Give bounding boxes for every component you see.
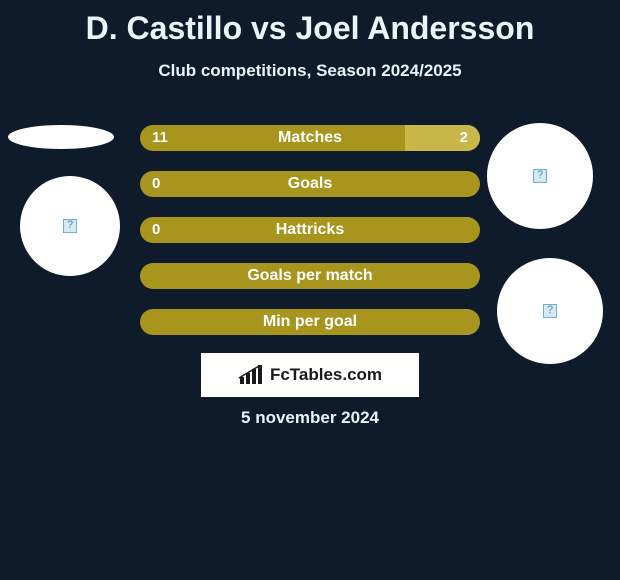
attribution-text: FcTables.com (270, 365, 382, 385)
stat-row: Min per goal (140, 309, 480, 335)
stat-value-left: 0 (152, 171, 160, 197)
stat-value-left: 11 (152, 125, 168, 151)
stat-row: Hattricks0 (140, 217, 480, 243)
attribution-badge: FcTables.com (201, 353, 419, 397)
stat-value-left: 0 (152, 217, 160, 243)
player-right-photo-bottom (497, 258, 603, 364)
stat-row: Matches11 2 (140, 125, 480, 151)
stat-label: Min per goal (140, 309, 480, 335)
placeholder-icon (533, 169, 547, 183)
stat-row: Goals per match (140, 263, 480, 289)
stat-value-right: 2 (460, 125, 468, 151)
stat-rows-container: Matches112Goals0Hattricks0Goals per matc… (140, 125, 480, 355)
date-text: 5 november 2024 (0, 408, 620, 428)
bar-chart-icon (238, 365, 264, 385)
player-right-photo-top (487, 123, 593, 229)
stat-label: Goals per match (140, 263, 480, 289)
stat-label: Goals (140, 171, 480, 197)
stat-label: Matches (140, 125, 480, 151)
comparison-subtitle: Club competitions, Season 2024/2025 (0, 61, 620, 81)
placeholder-icon (543, 304, 557, 318)
left-shadow-oval (8, 125, 114, 149)
comparison-title: D. Castillo vs Joel Andersson (0, 0, 620, 47)
player-left-photo (20, 176, 120, 276)
stat-row: Goals0 (140, 171, 480, 197)
placeholder-icon (63, 219, 77, 233)
stat-label: Hattricks (140, 217, 480, 243)
